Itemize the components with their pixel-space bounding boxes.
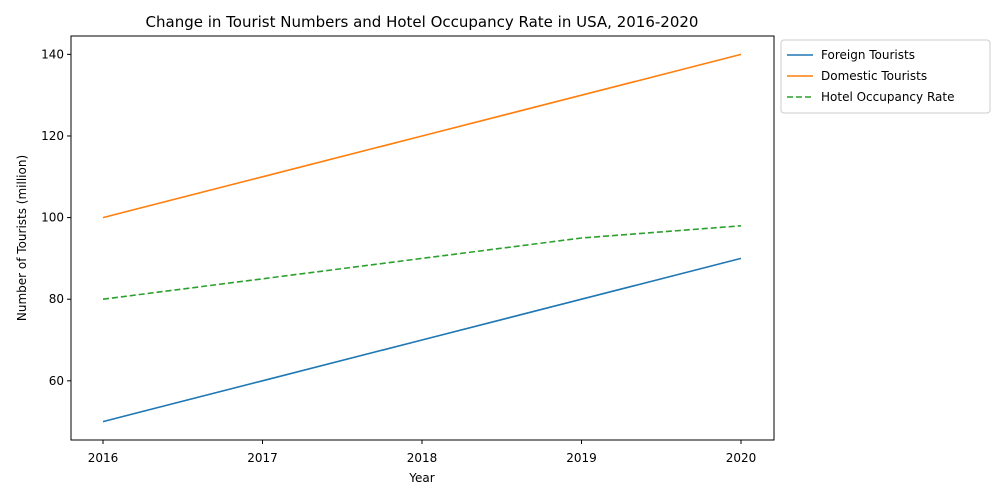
y-tick-label: 60 [49, 374, 64, 388]
legend: Foreign Tourists Domestic Tourists Hotel O… [780, 39, 991, 114]
x-tick-label: 2019 [566, 451, 597, 465]
series-line-foreign-tourists [102, 257, 742, 423]
y-tick-label: 140 [41, 47, 64, 61]
x-tick-label: 2020 [726, 451, 757, 465]
y-axis-ticks: 60 80 100 120 140 [41, 47, 71, 388]
legend-label-hotel-occupancy-rate: Hotel Occupancy Rate [821, 90, 954, 104]
y-tick-label: 100 [41, 211, 64, 225]
series-line-domestic-tourists [102, 53, 742, 219]
x-tick-label: 2016 [88, 451, 119, 465]
x-axis-label: Year [408, 471, 434, 485]
legend-label-foreign-tourists: Foreign Tourists [821, 48, 915, 62]
plot-area: 60 80 100 120 140 2016 2017 2018 2019 2020 [41, 35, 775, 465]
y-axis-label: Number of Tourists (million) [15, 155, 29, 321]
y-tick-label: 80 [49, 292, 64, 306]
plot-frame [70, 35, 775, 441]
series-lines [102, 53, 742, 423]
x-axis-ticks: 2016 2017 2018 2019 2020 [88, 440, 757, 465]
x-tick-label: 2018 [407, 451, 438, 465]
chart-title: Change in Tourist Numbers and Hotel Occu… [146, 13, 699, 31]
legend-frame [780, 39, 991, 114]
series-line-hotel-occupancy-rate [102, 225, 742, 300]
y-tick-label: 120 [41, 129, 64, 143]
legend-label-domestic-tourists: Domestic Tourists [821, 69, 927, 83]
x-tick-label: 2017 [247, 451, 278, 465]
